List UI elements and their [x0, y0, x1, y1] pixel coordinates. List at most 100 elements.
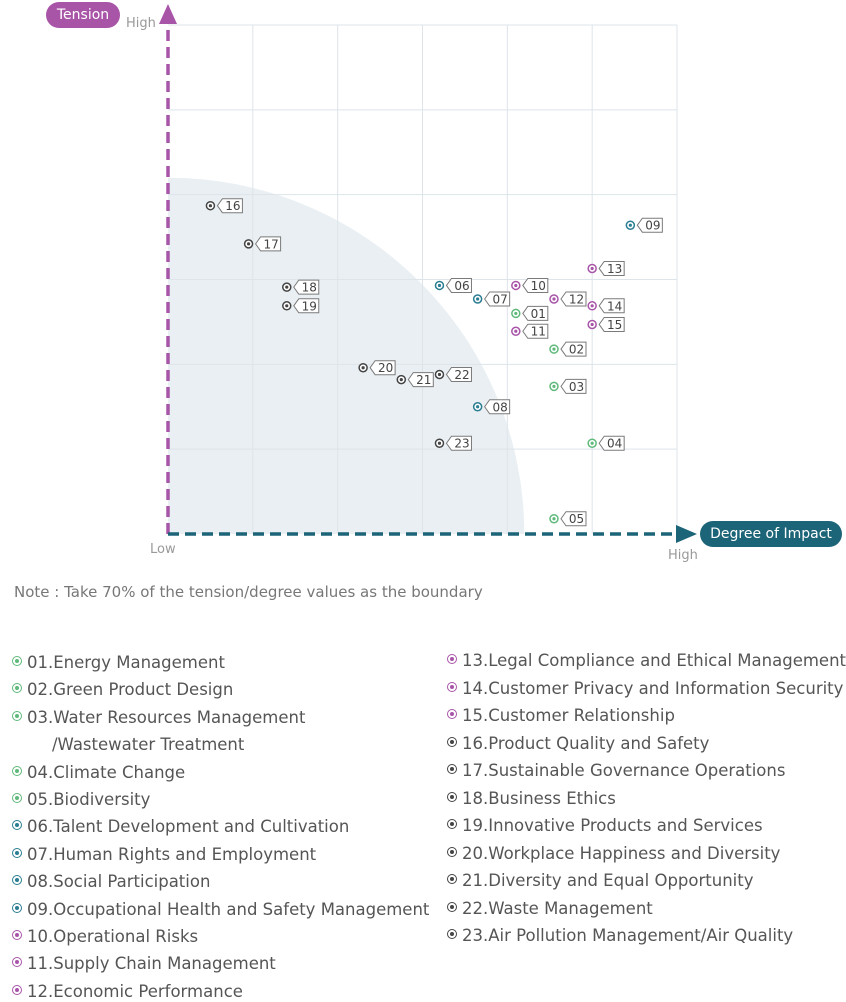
legend-marker-icon	[447, 846, 457, 857]
legend-label: 16.Product Quality and Safety	[462, 733, 710, 753]
legend-label: 03.Water Resources Management	[27, 707, 306, 727]
data-point	[514, 311, 518, 316]
x-axis-high-tick: High	[668, 548, 698, 563]
data-label-tag	[293, 279, 320, 295]
legend-label: 09.Occupational Health and Safety Manage…	[27, 899, 430, 919]
data-point	[399, 378, 403, 382]
data-label: 23	[454, 437, 469, 451]
x-axis-low-tick: Low	[150, 542, 176, 557]
legend-marker-icon	[447, 874, 457, 884]
data-point	[552, 297, 556, 301]
data-label-tag	[560, 378, 587, 394]
data-point	[552, 517, 556, 521]
data-label-tag	[254, 236, 282, 252]
data-label: 08	[493, 400, 508, 414]
data-point	[361, 366, 365, 370]
legend-label: 15.Customer Relationship	[462, 706, 675, 725]
y-axis-title-badge: Tension	[46, 2, 120, 28]
data-label: 13	[607, 262, 622, 276]
legend-marker-icon	[12, 683, 22, 694]
legend-label: 02.Green Product Design	[27, 680, 234, 700]
data-label-tag	[445, 367, 472, 383]
x-axis-arrowhead	[676, 525, 697, 543]
legend-marker-icon	[12, 957, 22, 968]
legend-item: 05.Biodiversity	[12, 790, 150, 810]
legend-item: 09.Occupational Health and Safety Manage…	[12, 900, 429, 920]
legend-item: 23.Air Pollution Management/Air Quality	[447, 926, 793, 946]
data-label: 21	[416, 373, 431, 387]
data-label-tag	[484, 291, 511, 307]
data-label-tag	[522, 323, 549, 339]
data-label: 05	[569, 512, 584, 526]
legend-item: 18.Business Ethics	[447, 789, 616, 809]
legend-marker-icon	[12, 930, 22, 940]
data-point	[552, 384, 556, 388]
legend-label: 08.Social Participation	[27, 872, 211, 892]
legend-marker-icon	[447, 929, 457, 939]
data-label: 14	[607, 299, 622, 313]
data-label-tag	[560, 341, 587, 357]
legend-item: 15.Customer Relationship	[447, 706, 675, 726]
data-point	[437, 372, 442, 377]
legend-item: 11.Supply Chain Management	[12, 954, 276, 974]
data-label: 03	[569, 380, 584, 394]
data-label-tag	[216, 198, 243, 214]
data-point	[552, 347, 556, 351]
data-point	[590, 322, 594, 327]
data-point	[285, 285, 289, 289]
data-point	[476, 405, 480, 409]
data-point	[437, 441, 442, 445]
legend-label: 14.Customer Privacy and Information Secu…	[462, 678, 844, 698]
data-label-tag	[484, 399, 511, 415]
legend-marker-icon	[12, 710, 22, 721]
legend-marker-icon	[447, 819, 457, 829]
data-label-tag	[293, 298, 320, 314]
data-label-tag	[522, 305, 549, 321]
data-label-tag	[407, 372, 434, 388]
legend-item: 06.Talent Development and Cultivation	[12, 817, 349, 837]
data-label: 04	[607, 437, 622, 451]
legend-label: 06.Talent Development and Cultivation	[27, 817, 350, 837]
data-point	[628, 223, 632, 227]
legend-label: 07.Human Rights and Employment	[27, 844, 317, 864]
data-label-tag	[560, 511, 587, 527]
legend-label: 23.Air Pollution Management/Air Quality	[462, 926, 794, 945]
legend-item: 13.Legal Compliance and Ethical Manageme…	[447, 651, 846, 671]
data-label: 15	[607, 318, 622, 332]
legend-label: 19.Innovative Products and Services	[462, 816, 763, 835]
legend-marker-icon	[12, 793, 22, 803]
data-label: 22	[454, 368, 469, 382]
legend-marker-icon	[12, 765, 22, 776]
data-label: 19	[302, 299, 317, 313]
data-label: 18	[302, 281, 317, 295]
data-label-tag	[522, 277, 549, 293]
data-point	[514, 329, 518, 333]
legend-marker-icon	[447, 709, 457, 719]
chart-svg: 01 02 03 04 05 06 07 08 09 10 11 12 13 14 15 16 17 18 19 20…	[159, 4, 697, 543]
legend-item: 10.Operational Risks	[12, 927, 198, 947]
data-point	[590, 266, 594, 271]
data-label-tag	[369, 360, 396, 376]
data-label: 10	[531, 279, 546, 293]
data-label: 02	[569, 343, 584, 357]
legend-item: 17.Sustainable Governance Operations	[447, 761, 785, 781]
materiality-matrix-chart: 01 02 03 04 05 06 07 08 09 10 11 12 13 14 15 16 17 18 19 20…	[46, 2, 842, 563]
data-point	[437, 283, 442, 288]
data-label-tag	[598, 435, 625, 451]
legend-item: 02.Green Product Design	[12, 680, 233, 700]
boundary-note: Note : Take 70% of the tension/degree va…	[14, 583, 483, 601]
legend-marker-icon	[12, 820, 22, 831]
legend-marker-icon	[447, 654, 457, 664]
legend-item: 12.Economic Performance	[12, 982, 243, 1002]
data-label: 11	[531, 325, 546, 339]
legend-item: /Wastewater Treatment	[12, 735, 244, 755]
legend-marker-icon	[12, 656, 22, 666]
data-point	[208, 204, 213, 208]
data-label-tag	[560, 291, 587, 307]
legend-label: 10.Operational Risks	[27, 927, 199, 946]
legend-item: 07.Human Rights and Employment	[12, 845, 316, 865]
data-point	[285, 304, 289, 308]
data-label-tag	[598, 298, 625, 314]
legend-item: 22.Waste Management	[447, 899, 653, 919]
legend-marker-icon	[12, 875, 22, 886]
